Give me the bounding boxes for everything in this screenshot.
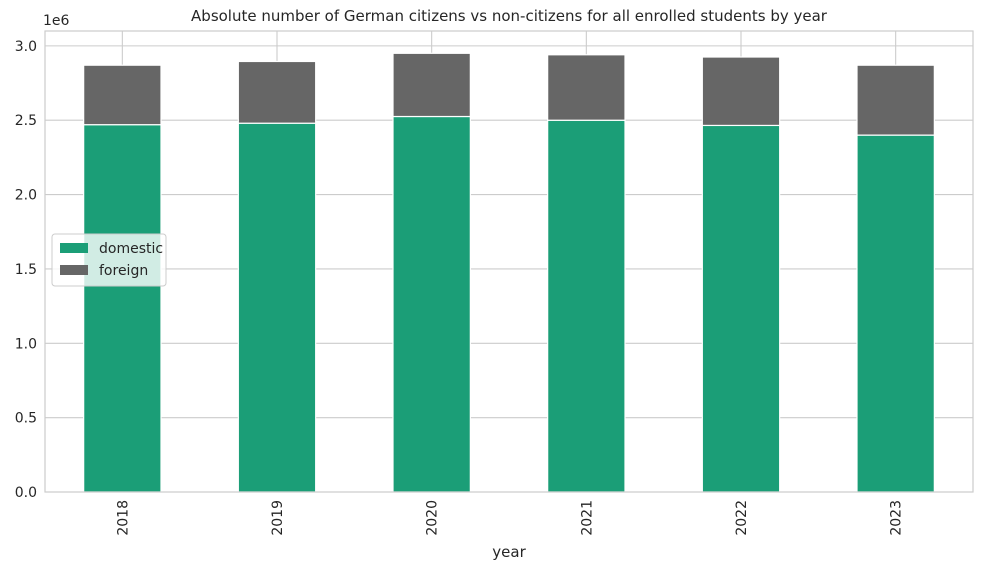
x-axis-label: year — [492, 543, 526, 561]
chart-title: Absolute number of German citizens vs no… — [191, 7, 828, 25]
bar-foreign-2023 — [856, 64, 935, 136]
bar-foreign-2019 — [237, 60, 317, 124]
legend-label-domestic: domestic — [99, 241, 163, 257]
bar-domestic-2021 — [547, 119, 626, 493]
bar-foreign-2021 — [547, 54, 626, 121]
x-tick-label: 2020 — [425, 500, 441, 536]
y-tick-label: 0.0 — [15, 485, 37, 501]
bar-foreign-2020 — [392, 52, 471, 118]
legend-label-foreign: foreign — [99, 263, 148, 279]
x-tick-label: 2019 — [270, 500, 286, 536]
x-tick-label: 2022 — [734, 500, 750, 536]
bar-domestic-2019 — [237, 122, 317, 493]
grid — [45, 31, 973, 493]
legend-swatch-domestic — [60, 243, 88, 253]
x-tick-label: 2023 — [889, 500, 905, 536]
bar-domestic-2022 — [701, 124, 781, 493]
plot-frame — [44, 30, 974, 493]
y-tick-label: 3.0 — [15, 39, 37, 55]
legend-swatch-foreign — [60, 265, 88, 275]
y-tick-label: 0.5 — [15, 411, 37, 427]
bar-domestic-2023 — [856, 134, 935, 493]
legend: domestic foreign — [51, 233, 167, 287]
y-tick-label: 1.0 — [15, 336, 37, 352]
y-tick-label: 2.0 — [15, 188, 37, 204]
bar-domestic-2020 — [392, 115, 471, 493]
bar-foreign-2018 — [83, 64, 162, 126]
y-axis: 0.0 0.5 1.0 1.5 2.0 2.5 3.0 — [15, 39, 37, 501]
y-tick-label: 1.5 — [15, 262, 37, 278]
bars — [83, 52, 935, 493]
x-tick-label: 2021 — [579, 500, 595, 536]
x-axis: 2018 2019 2020 2021 2022 2023 — [115, 500, 904, 536]
bar-foreign-2022 — [701, 56, 781, 127]
x-tick-label: 2018 — [115, 500, 131, 536]
y-tick-label: 2.5 — [15, 113, 37, 129]
bar-domestic-2018 — [83, 124, 162, 493]
y-offset-label: 1e6 — [43, 13, 70, 29]
